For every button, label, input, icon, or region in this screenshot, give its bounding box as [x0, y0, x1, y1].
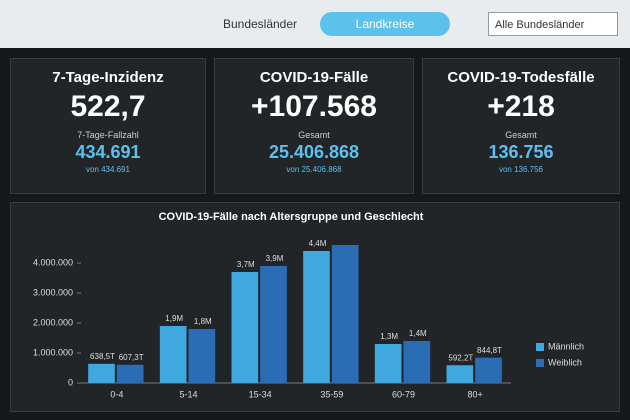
card-title: COVID-19-Fälle: [259, 69, 369, 86]
y-tick-label: 1.000.000: [33, 347, 73, 357]
x-tick-label: 35-59: [320, 389, 343, 399]
value-label: 4,4M: [309, 239, 327, 248]
bar: [88, 363, 115, 383]
value-label: 844,8T: [477, 346, 502, 355]
legend-swatch: [536, 359, 544, 367]
kpi-card: COVID-19-Todesfälle +218 Gesamt 136.756 …: [422, 58, 620, 194]
card-sub-label: Gesamt: [298, 130, 330, 140]
value-label: 1,9M: [165, 314, 183, 323]
bar: [260, 266, 287, 383]
card-sub-value: 434.691: [75, 142, 141, 162]
bar: [475, 357, 502, 383]
legend-label: Weiblich: [548, 357, 582, 367]
bar: [331, 245, 359, 383]
legend-label: Männlich: [548, 341, 584, 351]
card-sub-label: 7-Tage-Fallzahl: [77, 130, 139, 140]
x-tick-label: 0-4: [110, 389, 123, 399]
bar: [188, 329, 216, 383]
y-tick-label: 2.000.000: [33, 317, 73, 327]
y-tick-label: 4.000.000: [33, 257, 73, 267]
card-value: 522,7: [70, 90, 146, 123]
legend-swatch: [536, 343, 544, 351]
bar: [374, 344, 402, 383]
card-sub-value: 136.756: [488, 142, 554, 162]
bar: [116, 364, 144, 383]
y-tick-label: 0: [68, 377, 73, 387]
kpi-card: COVID-19-Fälle +107.568 Gesamt 25.406.86…: [214, 58, 414, 194]
header: Bundesländer Landkreise Alle Bundeslände…: [0, 0, 630, 48]
x-tick-label: 15-34: [249, 389, 272, 399]
value-label: 1,3M: [380, 332, 398, 341]
bar: [446, 365, 474, 383]
tab-active[interactable]: Landkreise: [320, 12, 450, 36]
card-title: COVID-19-Todesfälle: [447, 69, 595, 86]
kpi-card: 7-Tage-Inzidenz 522,7 7-Tage-Fallzahl 43…: [10, 58, 206, 194]
chart-title: COVID-19-Fälle nach Altersgruppe und Ges…: [159, 211, 424, 223]
x-tick-label: 80+: [468, 389, 483, 399]
card-sub-note: von 25.406.868: [286, 165, 342, 174]
value-label: 3,7M: [237, 260, 255, 269]
bar: [231, 272, 259, 383]
card-sub-value: 25.406.868: [268, 142, 360, 162]
card-value: +218: [487, 90, 555, 123]
value-label: 1,8M: [194, 317, 212, 326]
bar: [303, 251, 330, 383]
card-sub-note: von 434.691: [85, 165, 131, 174]
tab[interactable]: Bundesländer: [222, 17, 298, 31]
card-sub-note: von 136.756: [498, 165, 544, 174]
value-label: 1,4M: [409, 329, 427, 338]
value-label: 607,3T: [119, 353, 144, 362]
value-label: 592,2T: [448, 353, 473, 362]
card-value: +107.568: [251, 90, 377, 123]
card-sub-label: Gesamt: [505, 130, 537, 140]
chart: COVID-19-Fälle nach Altersgruppe und Ges…: [33, 211, 584, 399]
y-tick-label: 3.000.000: [33, 287, 73, 297]
bar: [159, 326, 187, 383]
x-tick-label: 60-79: [392, 389, 415, 399]
chart-panel: COVID-19-Fälle nach Altersgruppe und Ges…: [10, 202, 620, 412]
value-label: 638,5T: [90, 352, 115, 361]
bar: [403, 341, 431, 383]
value-label: 3,9M: [266, 254, 284, 263]
card-title: 7-Tage-Inzidenz: [52, 69, 164, 86]
dropdown[interactable]: Alle Bundesländer: [488, 12, 618, 36]
x-tick-label: 5-14: [179, 389, 197, 399]
